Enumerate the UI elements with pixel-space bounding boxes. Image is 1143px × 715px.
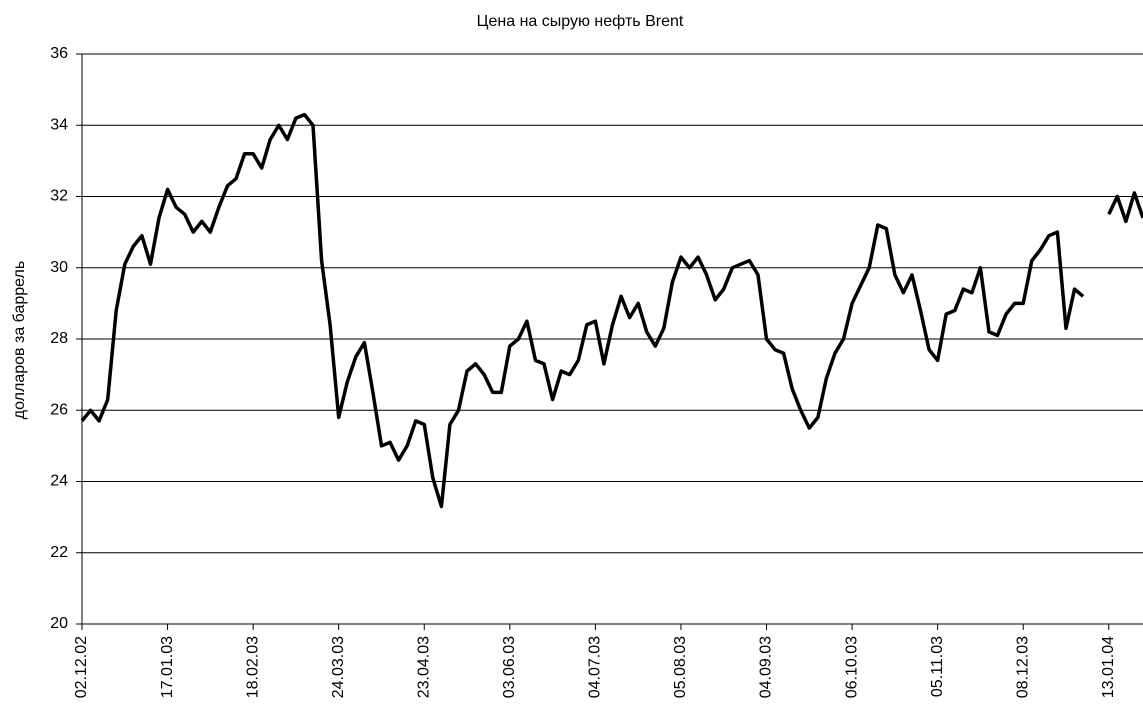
y-tick-label: 34: [50, 116, 68, 133]
x-tick-label: 17.01.03: [159, 636, 176, 698]
y-tick-label: 36: [50, 45, 68, 62]
y-tick-label: 26: [50, 401, 68, 418]
y-tick-label: 32: [50, 188, 68, 205]
x-tick-label: 23.04.03: [415, 636, 432, 698]
y-tick-label: 24: [50, 473, 68, 490]
y-axis-label: долларов за баррель: [11, 261, 28, 419]
y-tick-label: 30: [50, 259, 68, 276]
x-tick-label: 24.03.03: [330, 636, 347, 698]
y-tick-label: 22: [50, 544, 68, 561]
x-tick-label: 02.12.02: [73, 636, 90, 698]
y-tick-label: 20: [50, 615, 68, 632]
chart-title: Цена на сырую нефть Brent: [477, 13, 684, 30]
x-tick-label: 05.08.03: [672, 636, 689, 698]
x-tick-label: 05.11.03: [929, 636, 946, 697]
x-tick-label: 04.07.03: [587, 636, 604, 698]
x-tick-label: 04.09.03: [758, 636, 775, 698]
data-line: [80, 112, 1143, 509]
y-tick-label: 28: [50, 330, 68, 347]
x-tick-label: 18.02.03: [244, 636, 261, 698]
x-tick-label: 13.01.04: [1100, 636, 1117, 698]
x-tick-label: 03.06.03: [501, 636, 518, 698]
x-tick-label: 06.10.03: [843, 636, 860, 698]
x-tick-label: 08.12.03: [1014, 636, 1031, 698]
